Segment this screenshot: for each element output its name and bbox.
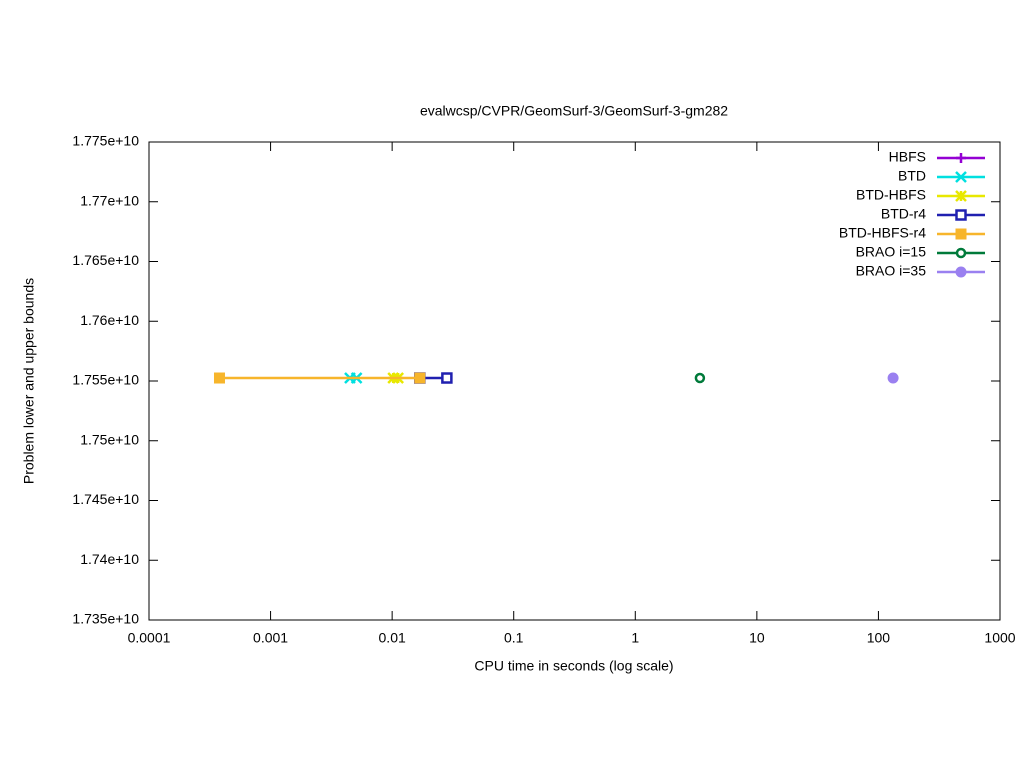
- marker: [955, 266, 967, 278]
- y-tick-label: 1.755e+10: [72, 372, 139, 388]
- legend-label: BRAO i=15: [856, 244, 927, 260]
- marker: [414, 372, 426, 384]
- marker: [213, 372, 225, 384]
- legend-label: HBFS: [889, 149, 926, 165]
- legend-label: BTD-HBFS-r4: [839, 225, 926, 241]
- chart-title: evalwcsp/CVPR/GeomSurf-3/GeomSurf-3-gm28…: [420, 103, 728, 119]
- y-axis-label: Problem lower and upper bounds: [21, 278, 37, 484]
- marker: [955, 171, 967, 183]
- x-tick-label: 100: [867, 630, 891, 646]
- legend-label: BRAO i=35: [856, 263, 927, 279]
- x-tick-label: 1000: [984, 630, 1015, 646]
- y-tick-label: 1.745e+10: [72, 491, 139, 507]
- y-tick-label: 1.76e+10: [80, 312, 139, 328]
- x-tick-label: 0.01: [379, 630, 406, 646]
- y-tick-label: 1.765e+10: [72, 252, 139, 268]
- legend-label: BTD-r4: [881, 206, 926, 222]
- marker: [956, 153, 966, 163]
- y-tick-label: 1.75e+10: [80, 431, 139, 447]
- x-tick-label: 10: [749, 630, 765, 646]
- marker: [955, 190, 967, 202]
- marker: [887, 372, 899, 384]
- x-tick-label: 0.1: [504, 630, 524, 646]
- marker: [955, 228, 967, 240]
- y-tick-label: 1.77e+10: [80, 192, 139, 208]
- y-tick-label: 1.735e+10: [72, 611, 139, 627]
- x-tick-label: 0.0001: [128, 630, 171, 646]
- x-tick-label: 0.001: [253, 630, 288, 646]
- y-tick-label: 1.775e+10: [72, 133, 139, 149]
- plot-frame: [148, 141, 1001, 621]
- legend-label: BTD: [898, 168, 926, 184]
- x-axis-label: CPU time in seconds (log scale): [474, 658, 673, 674]
- x-tick-label: 1: [631, 630, 639, 646]
- legend-label: BTD-HBFS: [856, 187, 926, 203]
- marker: [441, 372, 453, 384]
- y-tick-label: 1.74e+10: [80, 551, 139, 567]
- marker: [955, 209, 967, 221]
- marker: [955, 247, 967, 259]
- marker: [694, 372, 706, 384]
